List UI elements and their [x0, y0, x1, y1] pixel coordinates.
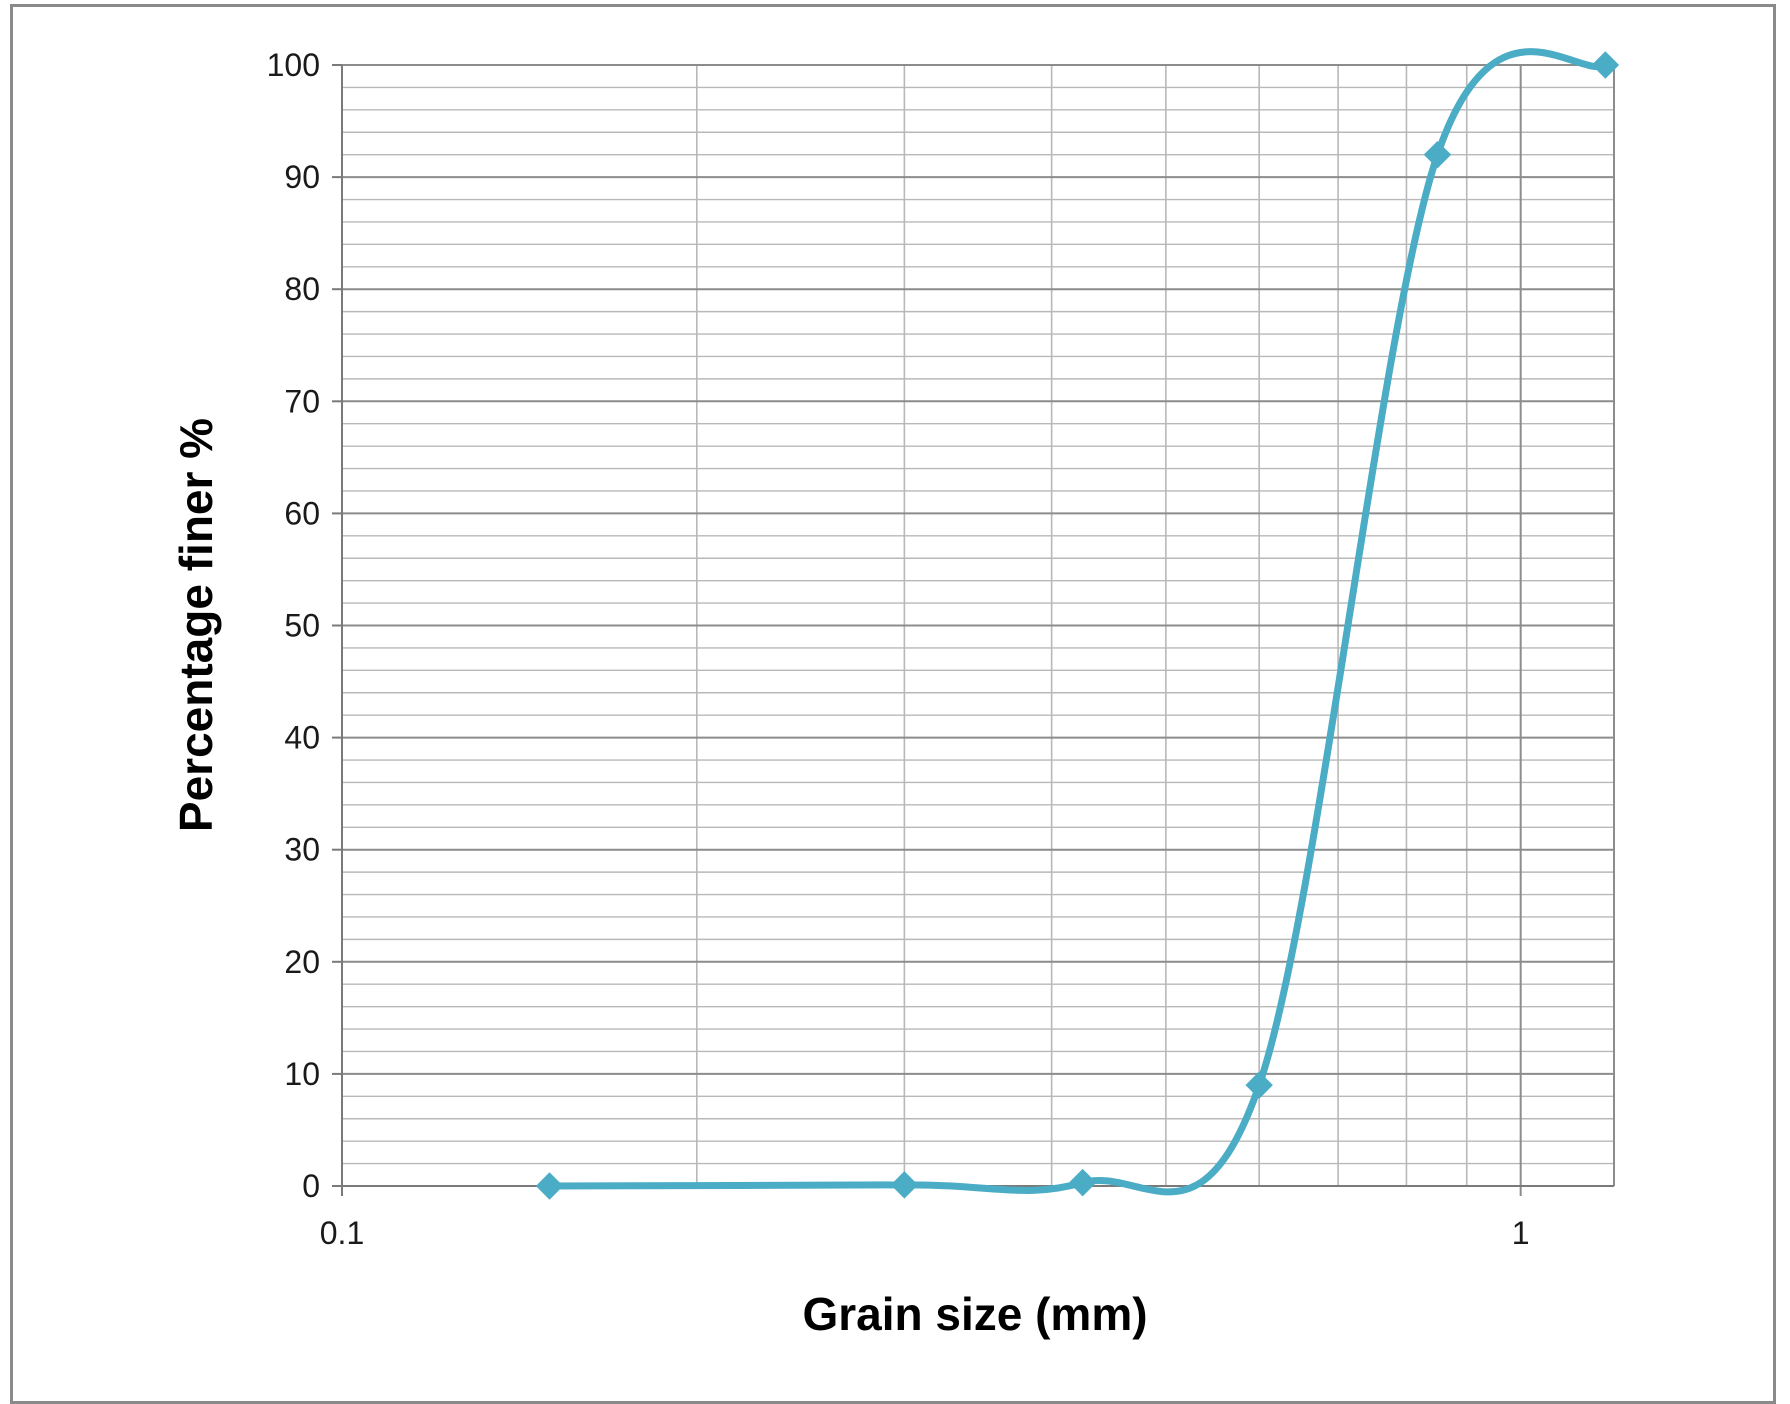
data-point-marker [1591, 51, 1620, 79]
chart-frame [10, 4, 1776, 1404]
y-tick-label: 10 [284, 1056, 320, 1092]
y-tick-label: 40 [284, 720, 320, 756]
x-tick-label: 0.1 [320, 1215, 364, 1251]
y-axis-title: Percentage finer % [170, 418, 222, 832]
axes [332, 64, 1615, 1196]
y-tick-label: 80 [284, 271, 320, 307]
series-line [546, 48, 1609, 1196]
data-point-marker [1245, 1071, 1273, 1099]
x-axis-title: Grain size (mm) [802, 1288, 1147, 1340]
y-tick-label: 100 [267, 47, 320, 83]
data-point-marker [1423, 140, 1452, 169]
x-tick-labels: 0.1 1 [320, 1215, 1530, 1251]
y-tick-label: 60 [284, 495, 320, 531]
data-point-marker [1068, 1168, 1097, 1197]
y-tick-labels: 0 10 20 30 40 50 60 70 80 90 100 [267, 47, 320, 1204]
y-tick-label: 0 [302, 1168, 320, 1204]
data-point-marker [890, 1171, 919, 1199]
x-tick-label: 1 [1512, 1215, 1530, 1251]
y-tick-label: 90 [284, 159, 320, 195]
data-point-marker [535, 1172, 564, 1200]
major-gridlines [341, 64, 1614, 1196]
y-tick-label: 70 [284, 383, 320, 419]
y-tick-label: 50 [284, 608, 320, 644]
series-layer [535, 48, 1620, 1200]
y-tick-label: 30 [284, 832, 320, 868]
y-tick-label: 20 [284, 944, 320, 980]
